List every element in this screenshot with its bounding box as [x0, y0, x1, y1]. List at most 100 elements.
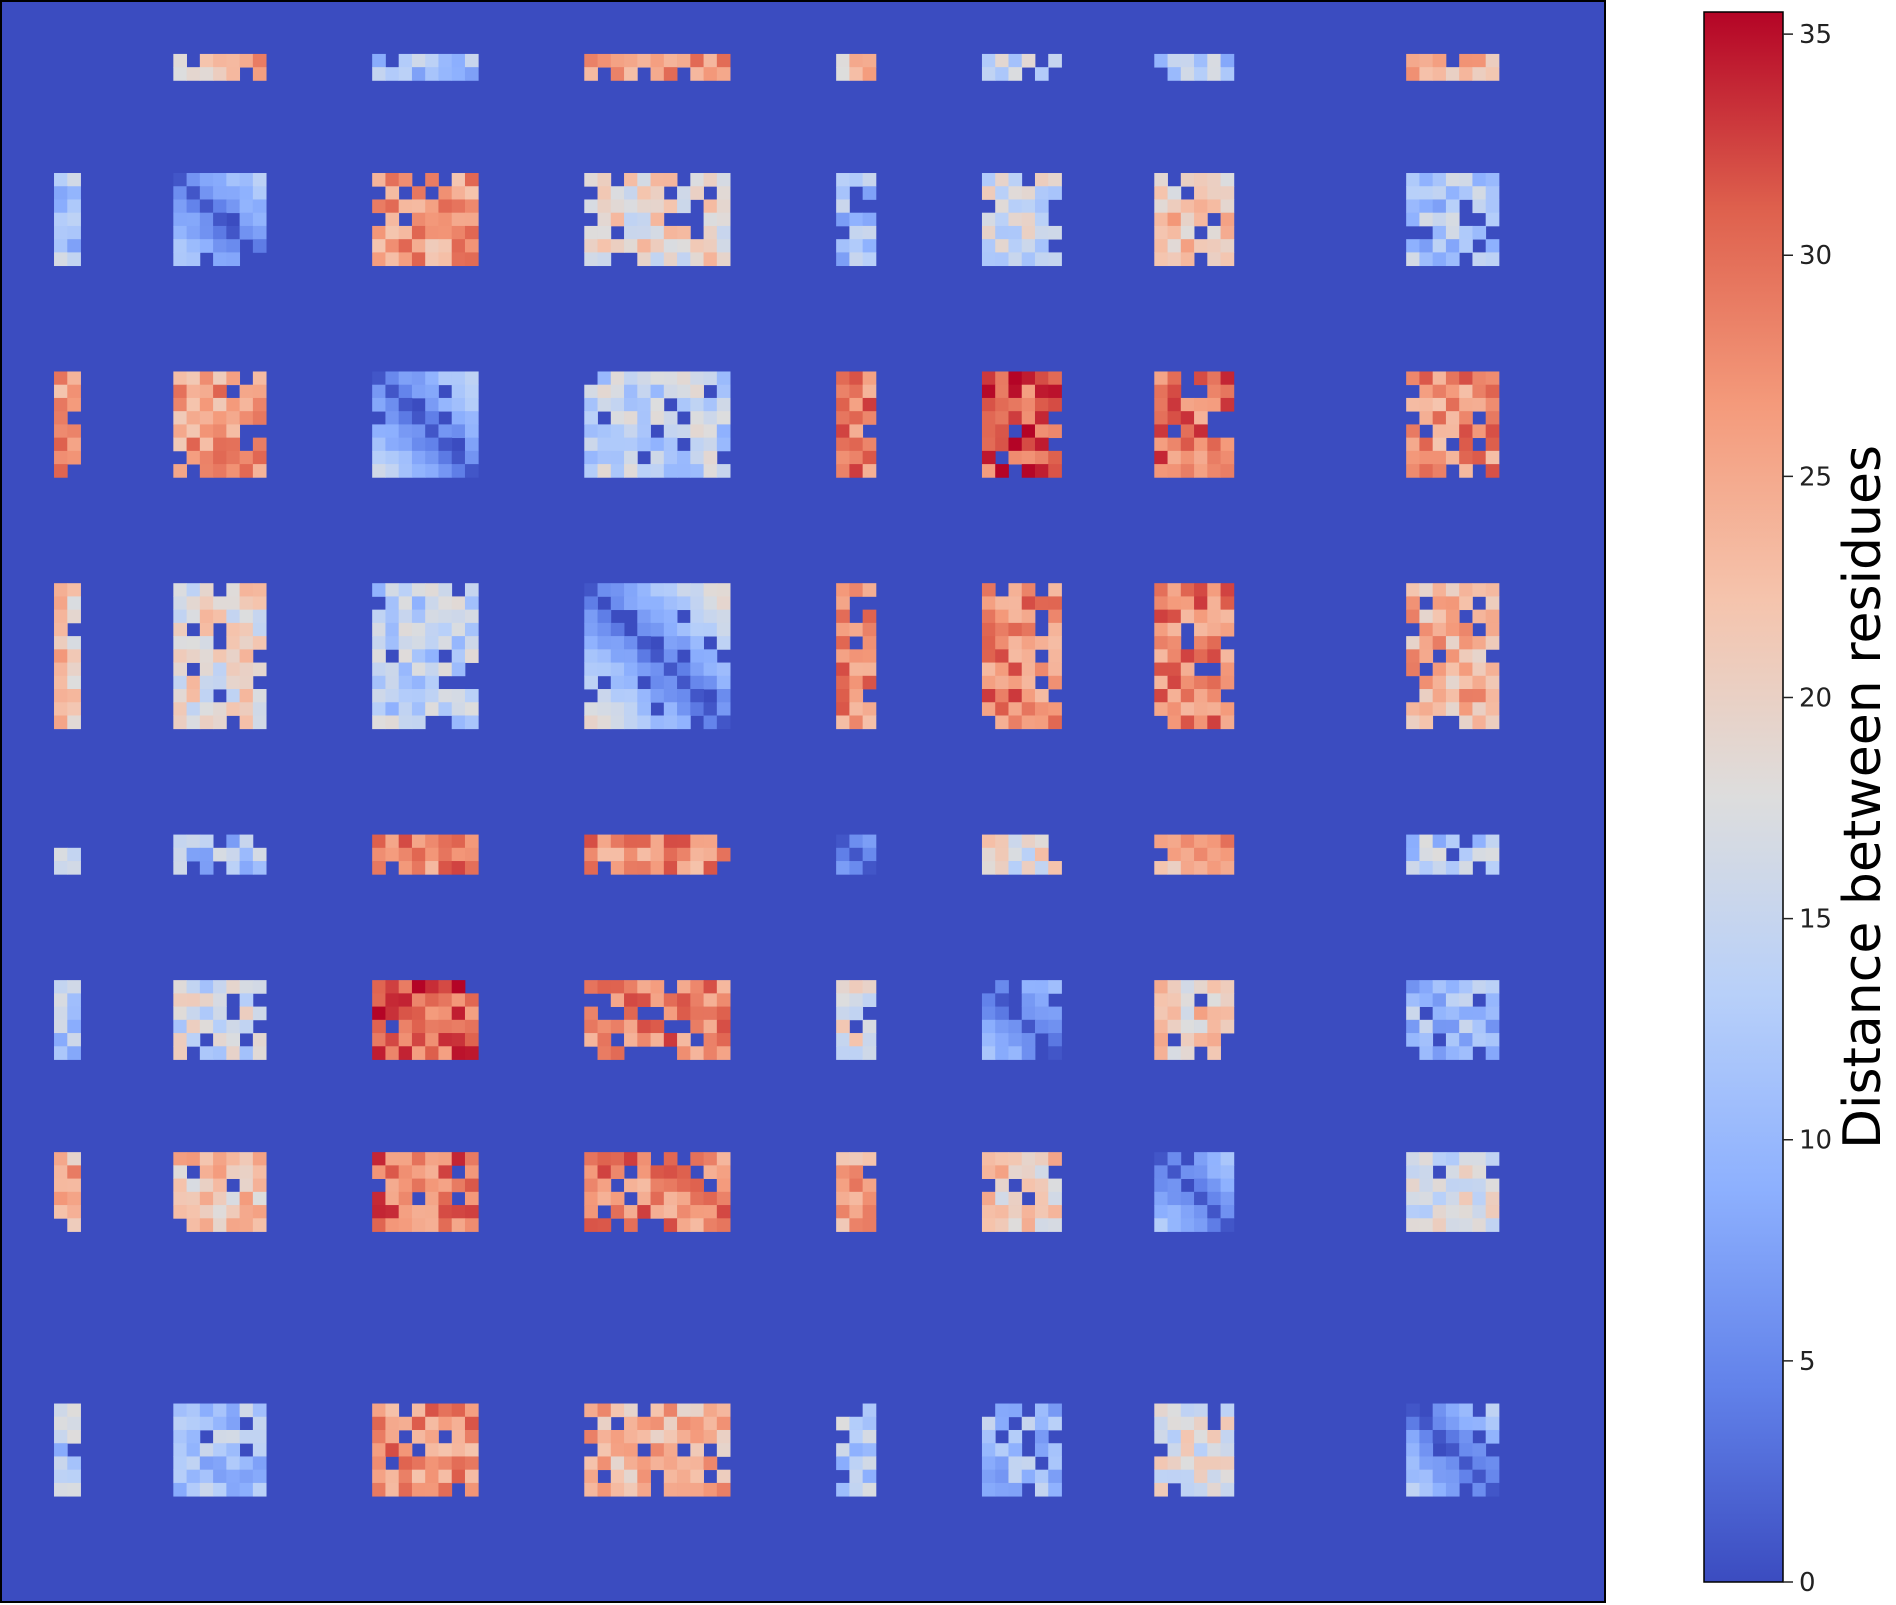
heatmap-cell	[1419, 636, 1434, 650]
heatmap-cell	[385, 834, 400, 849]
heatmap-cell	[1472, 636, 1487, 650]
heatmap-cell	[199, 1443, 214, 1457]
heatmap-cell	[239, 1178, 254, 1193]
heatmap-cell	[411, 67, 426, 81]
heatmap-cell	[650, 371, 665, 386]
heatmap-cell	[1008, 1033, 1023, 1047]
heatmap-cell	[862, 450, 877, 465]
heatmap-cell	[1432, 384, 1447, 399]
heatmap-cell	[981, 675, 996, 690]
heatmap-cell	[637, 225, 651, 240]
heatmap-cell	[1180, 1165, 1195, 1179]
heatmap-cell	[1406, 993, 1420, 1007]
heatmap-cell	[1154, 384, 1168, 399]
heatmap-cell	[1194, 1443, 1208, 1457]
heatmap-cell	[663, 636, 678, 650]
heatmap-cell	[981, 384, 996, 399]
heatmap-cell	[703, 834, 718, 849]
heatmap-cell	[173, 1456, 187, 1471]
heatmap-cell	[173, 1403, 187, 1418]
heatmap-cell	[1207, 649, 1221, 663]
heatmap-cell	[1419, 1218, 1434, 1232]
heatmap-cell	[1459, 702, 1473, 716]
heatmap-cell	[173, 1469, 187, 1484]
heatmap-cell	[1021, 1033, 1036, 1047]
heatmap-cell	[438, 371, 453, 386]
heatmap-cell	[1419, 186, 1434, 200]
heatmap-cell	[199, 199, 214, 214]
heatmap-cell	[995, 1469, 1009, 1484]
heatmap-cell	[54, 1456, 68, 1471]
heatmap-cell	[637, 371, 651, 386]
heatmap-cell	[1180, 1469, 1195, 1484]
heatmap-cell	[1419, 861, 1434, 875]
heatmap-cell	[411, 464, 426, 478]
heatmap-cell	[1048, 675, 1062, 690]
heatmap-cell	[1180, 689, 1195, 703]
heatmap-cell	[438, 186, 453, 200]
heatmap-cell	[703, 596, 718, 611]
heatmap-cell	[252, 67, 267, 81]
heatmap-cell	[1472, 1205, 1487, 1219]
heatmap-cell	[464, 252, 479, 267]
heatmap-cell	[411, 437, 426, 452]
heatmap-cell	[199, 1165, 214, 1179]
heatmap-cell	[1194, 1469, 1208, 1484]
heatmap-cell	[186, 993, 201, 1007]
heatmap-cell	[597, 1443, 612, 1457]
heatmap-cell	[411, 649, 426, 663]
heatmap-cell	[1485, 424, 1500, 439]
heatmap-cell	[716, 1033, 731, 1047]
heatmap-cell	[584, 225, 598, 240]
heatmap-cell	[438, 1482, 453, 1497]
heatmap-cell	[213, 1218, 227, 1232]
heatmap-cell	[1220, 239, 1235, 253]
heatmap-cell	[1167, 1019, 1182, 1034]
heatmap-cell	[981, 702, 996, 716]
heatmap-cell	[650, 1456, 665, 1471]
heatmap-cell	[1419, 649, 1434, 663]
heatmap-cell	[677, 252, 691, 267]
heatmap-cell	[584, 1482, 598, 1497]
heatmap-cell	[252, 596, 267, 611]
heatmap-cell	[849, 371, 864, 386]
heatmap-cell	[1194, 980, 1208, 994]
colorbar-tick-label: 15	[1799, 905, 1832, 935]
heatmap-cell	[1180, 397, 1195, 412]
heatmap-cell	[1034, 847, 1049, 862]
heatmap-cell	[1485, 847, 1500, 862]
heatmap-cell	[584, 199, 598, 214]
heatmap-cell	[398, 1046, 413, 1060]
heatmap-cell	[425, 464, 439, 478]
heatmap-cell	[451, 993, 466, 1007]
heatmap-cell	[650, 834, 665, 849]
heatmap-cell	[1048, 649, 1062, 663]
heatmap-cell	[199, 689, 214, 703]
heatmap-cell	[213, 596, 227, 611]
heatmap-cell	[1048, 1218, 1062, 1232]
heatmap-cell	[981, 225, 996, 240]
heatmap-cell	[1008, 1191, 1023, 1206]
heatmap-cell	[398, 464, 413, 478]
heatmap-cell	[1194, 1165, 1208, 1179]
heatmap-cell	[411, 1178, 426, 1193]
heatmap-cell	[663, 199, 678, 214]
heatmap-cell	[1445, 424, 1460, 439]
heatmap-cell	[199, 847, 214, 862]
heatmap-cell	[425, 583, 439, 597]
heatmap-cell	[981, 662, 996, 677]
heatmap-cell	[690, 1019, 704, 1034]
heatmap-cell	[213, 464, 227, 478]
heatmap-cell	[1472, 53, 1487, 68]
heatmap-cell	[213, 53, 227, 68]
heatmap-cell	[464, 1456, 479, 1471]
heatmap-cell	[584, 662, 598, 677]
heatmap-cell	[173, 1205, 187, 1219]
heatmap-cell	[1220, 1205, 1235, 1219]
heatmap-cell	[213, 1191, 227, 1206]
heatmap-cell	[1180, 980, 1195, 994]
heatmap-cell	[690, 1456, 704, 1471]
heatmap-cell	[1194, 173, 1208, 187]
heatmap-cell	[438, 225, 453, 240]
heatmap-cell	[1432, 1178, 1447, 1193]
